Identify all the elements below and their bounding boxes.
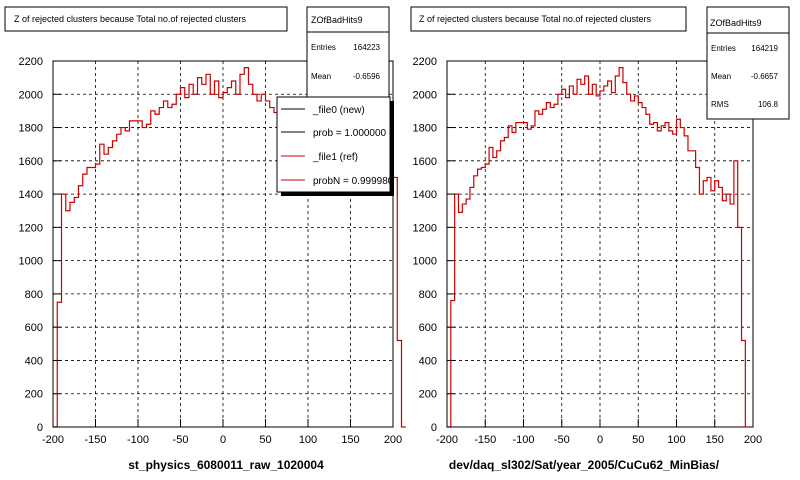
legend-label: _file0 (new) [312,105,365,116]
stats-row-value: 164223 [353,43,380,52]
x-tick-label: 100 [299,434,317,446]
x-tick-label: 50 [259,434,271,446]
stats-row-label: RMS [711,100,729,109]
y-tick-label: 600 [419,322,437,334]
x-axis-label: dev/daq_sl302/Sat/year_2005/CuCu62_MinBi… [449,458,720,472]
title-box [410,6,687,32]
y-tick-label: 1000 [413,256,437,268]
x-tick-label: 200 [744,434,762,446]
y-tick-label: 1600 [413,156,437,168]
x-tick-label: -50 [173,434,189,446]
stats-row-label: Mean [311,72,331,81]
x-tick-label: -150 [474,434,496,446]
x-tick-label: 150 [706,434,724,446]
y-tick-label: 1600 [19,156,43,168]
y-tick-label: 1800 [413,123,437,135]
legend-label: prob = 1.000000 [313,128,387,139]
y-tick-label: 1200 [19,222,43,234]
x-tick-label: 100 [667,434,685,446]
panel-left: Z of rejected clusters because Total no.… [4,6,406,472]
stats-row-label: Entries [311,43,336,52]
stats-row-value: -0.6657 [751,72,779,81]
x-tick-label: -100 [127,434,149,446]
y-tick-label: 400 [419,355,437,367]
x-tick-label: -150 [84,434,106,446]
stats-row-label: Mean [711,72,731,81]
y-tick-label: 200 [25,389,43,401]
x-tick-label: -50 [554,434,570,446]
x-tick-label: 150 [341,434,359,446]
y-tick-label: 1000 [19,256,43,268]
y-tick-label: 1200 [413,222,437,234]
y-tick-label: 2000 [19,89,43,101]
chart-title: Z of rejected clusters because Total no.… [14,14,246,24]
y-tick-label: 400 [25,355,43,367]
y-tick-label: 1800 [19,123,43,135]
y-tick-label: 2200 [413,56,437,68]
stats-box: ZOfBadHits9 Entries 164219 Mean -0.6657 … [706,6,790,120]
histogram-series [447,67,750,428]
y-tick-label: 1400 [413,189,437,201]
y-tick-label: 800 [419,289,437,301]
x-tick-label: 0 [220,434,226,446]
chart-title: Z of rejected clusters because Total no.… [419,14,651,24]
x-axis-label: st_physics_6080011_raw_1020004 [128,458,324,472]
legend-label: _file1 (ref) [312,152,358,163]
y-tick-label: 0 [431,422,437,434]
stats-row-label: Entries [711,44,736,53]
x-tick-label: 200 [384,434,402,446]
title-box [4,6,288,32]
x-tick-label: -200 [42,434,64,446]
stats-box: ZOfBadHits9 Entries 164223 Mean -0.6596 [306,6,390,100]
y-tick-label: 1400 [19,189,43,201]
legend-label: probN = 0.999980 [313,176,394,187]
plot-area: -200 -150 -100 -50 0 50 100 150 2000200400600800… [413,56,763,446]
panel-right: Z of rejected clusters because Total no.… [410,6,790,472]
x-tick-label: 0 [597,434,603,446]
legend-box: _file0 (new) prob = 1.000000 _file1 (ref… [276,96,394,196]
y-tick-label: 0 [37,422,43,434]
y-tick-label: 800 [25,289,43,301]
x-tick-label: -100 [512,434,534,446]
stats-row-value: 164219 [751,44,778,53]
y-tick-label: 200 [419,389,437,401]
y-tick-label: 600 [25,322,43,334]
x-tick-label: -200 [436,434,458,446]
stats-row-value: -0.6596 [353,72,381,81]
stats-title: ZOfBadHits9 [311,15,363,25]
x-tick-label: 50 [632,434,644,446]
stats-title: ZOfBadHits9 [710,18,762,28]
stats-row-value: 106.8 [758,100,779,109]
y-tick-label: 2200 [19,56,43,68]
y-tick-label: 2000 [413,89,437,101]
